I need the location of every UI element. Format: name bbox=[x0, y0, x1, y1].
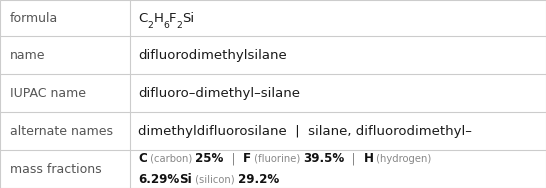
Text: difluoro–dimethyl–silane: difluoro–dimethyl–silane bbox=[138, 86, 300, 100]
Text: (carbon): (carbon) bbox=[147, 154, 195, 164]
Text: 2: 2 bbox=[147, 21, 153, 30]
Text: (silicon): (silicon) bbox=[192, 174, 238, 184]
Text: H: H bbox=[364, 152, 373, 165]
Text: F: F bbox=[242, 152, 251, 165]
Text: 29.2%: 29.2% bbox=[238, 173, 279, 186]
Text: 2: 2 bbox=[176, 21, 182, 30]
Text: Si: Si bbox=[182, 11, 194, 25]
Text: Si: Si bbox=[180, 173, 192, 186]
Text: alternate names: alternate names bbox=[10, 124, 113, 138]
Text: formula: formula bbox=[10, 11, 58, 25]
Text: difluorodimethylsilane: difluorodimethylsilane bbox=[138, 49, 287, 62]
Text: name: name bbox=[10, 49, 45, 62]
Text: (hydrogen): (hydrogen) bbox=[373, 154, 435, 164]
Text: H: H bbox=[153, 11, 163, 25]
Text: F: F bbox=[169, 11, 176, 25]
Text: 39.5%: 39.5% bbox=[303, 152, 345, 165]
Text: C: C bbox=[138, 11, 147, 25]
Text: mass fractions: mass fractions bbox=[10, 162, 102, 176]
Text: (fluorine): (fluorine) bbox=[251, 154, 303, 164]
Text: 25%: 25% bbox=[195, 152, 224, 165]
Text: dimethyldifluorosilane  |  silane, difluorodimethyl–: dimethyldifluorosilane | silane, difluor… bbox=[138, 124, 472, 138]
Text: |: | bbox=[345, 152, 364, 165]
Text: 6: 6 bbox=[163, 21, 169, 30]
Text: C: C bbox=[138, 152, 147, 165]
Text: |: | bbox=[224, 152, 242, 165]
Text: 6.29%: 6.29% bbox=[138, 173, 180, 186]
Text: IUPAC name: IUPAC name bbox=[10, 86, 86, 100]
